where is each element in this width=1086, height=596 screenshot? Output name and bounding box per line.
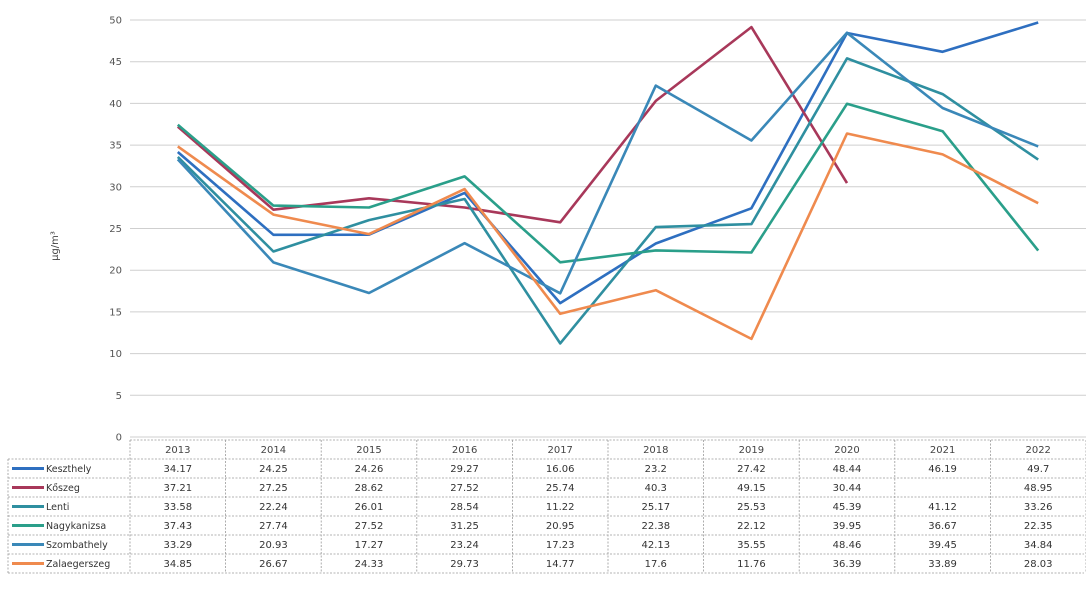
table-cell: 31.25 [450, 521, 479, 532]
table-cell: 39.95 [833, 521, 862, 532]
table-cell: 37.21 [163, 483, 192, 494]
y-tick-label: 50 [109, 16, 122, 27]
series-line-nagykanizsa [176, 102, 1040, 264]
y-tick-label: 15 [109, 307, 122, 318]
x-tick-label: 2013 [165, 445, 190, 456]
legend-entry: Keszthely [46, 464, 92, 475]
table-cell: 26.67 [259, 559, 288, 570]
table-cell: 25.74 [546, 483, 575, 494]
y-tick-label: 5 [116, 391, 122, 402]
table-cell: 33.29 [163, 540, 192, 551]
table-cell: 27.52 [450, 483, 479, 494]
x-tick-label: 2022 [1025, 445, 1050, 456]
table-cell: 36.39 [833, 559, 862, 570]
table-cell: 30.44 [833, 483, 862, 494]
table-cell: 40.3 [645, 483, 667, 494]
table-cell: 33.89 [928, 559, 957, 570]
table-cell: 24.25 [259, 464, 288, 475]
table-cell: 17.23 [546, 540, 575, 551]
table-cell: 35.55 [737, 540, 766, 551]
y-tick-label: 0 [116, 433, 122, 444]
table-cell: 22.12 [737, 521, 766, 532]
series-line-k-szeg [176, 25, 849, 224]
table-cell: 42.13 [641, 540, 670, 551]
legend-entry: Kőszeg [46, 483, 80, 494]
y-tick-label: 45 [109, 57, 122, 68]
table-cell: 46.19 [928, 464, 957, 475]
table-cell: 34.17 [163, 464, 192, 475]
series-line-szombathely [176, 31, 1039, 295]
x-tick-label: 2018 [643, 445, 668, 456]
table-cell: 34.85 [163, 559, 192, 570]
table-cell: 11.22 [546, 502, 575, 513]
table-cell: 33.58 [163, 502, 192, 513]
y-axis-label: µg/m³ [50, 231, 61, 261]
legend-entry: Zalaegerszeg [46, 559, 110, 570]
table-cell: 34.84 [1024, 540, 1053, 551]
table-cell: 25.17 [641, 502, 670, 513]
data-table: 2013 2014 2015 2016 2017 2018 2019 2020 2021 2022… [7, 439, 1086, 574]
x-tick-label: 2020 [834, 445, 859, 456]
table-cell: 20.93 [259, 540, 288, 551]
legend-entry: Szombathely [46, 540, 108, 551]
table-cell: 48.44 [833, 464, 862, 475]
legend-entry: Nagykanizsa [46, 521, 106, 532]
table-cell: 48.46 [833, 540, 862, 551]
table-cell: 37.43 [163, 521, 192, 532]
y-tick-label: 40 [109, 99, 122, 110]
table-cell: 36.67 [928, 521, 957, 532]
table-cell: 20.95 [546, 521, 575, 532]
table-cell: 49.7 [1027, 464, 1049, 475]
x-tick-label: 2015 [356, 445, 381, 456]
table-cell: 11.76 [737, 559, 766, 570]
table-cell: 27.25 [259, 483, 288, 494]
table-cell: 24.26 [355, 464, 384, 475]
table-cell: 26.01 [355, 502, 384, 513]
series-line-lenti [176, 57, 1039, 345]
table-cell: 29.27 [450, 464, 479, 475]
table-cell: 48.95 [1024, 483, 1053, 494]
table-cell: 45.39 [833, 502, 862, 513]
y-tick-label: 35 [109, 141, 122, 152]
x-tick-label: 2019 [739, 445, 764, 456]
table-cell: 24.33 [355, 559, 384, 570]
gridlines [130, 19, 1086, 438]
table-cell: 22.24 [259, 502, 288, 513]
table-cell: 27.74 [259, 521, 288, 532]
y-axis: 0 5 10 15 20 25 30 35 40 45 50 [109, 16, 122, 444]
x-tick-label: 2016 [452, 445, 477, 456]
table-cell: 22.35 [1024, 521, 1053, 532]
y-tick-label: 20 [109, 266, 122, 277]
legend-entry: Lenti [46, 502, 69, 513]
table-cell: 25.53 [737, 502, 766, 513]
x-tick-label: 2014 [261, 445, 286, 456]
series-line-zalaegerszeg [177, 132, 1039, 341]
table-cell: 28.03 [1024, 559, 1053, 570]
x-tick-label: 2017 [547, 445, 572, 456]
table-cell: 27.52 [355, 521, 384, 532]
y-tick-label: 30 [109, 182, 122, 193]
y-tick-label: 25 [109, 224, 122, 235]
table-cell: 17.27 [355, 540, 384, 551]
table-cell: 39.45 [928, 540, 957, 551]
table-cell: 28.54 [450, 502, 479, 513]
x-tick-label: 2021 [930, 445, 955, 456]
table-cell: 33.26 [1024, 502, 1053, 513]
table-cell: 49.15 [737, 483, 766, 494]
y-tick-label: 10 [109, 349, 122, 360]
table-cell: 28.62 [355, 483, 384, 494]
table-cell: 16.06 [546, 464, 575, 475]
table-cell: 23.2 [645, 464, 667, 475]
table-cell: 23.24 [450, 540, 479, 551]
table-cell: 27.42 [737, 464, 766, 475]
series-lines [176, 21, 1040, 345]
table-cell: 41.12 [928, 502, 957, 513]
table-cell: 29.73 [450, 559, 479, 570]
table-cell: 17.6 [645, 559, 667, 570]
table-cell: 14.77 [546, 559, 575, 570]
table-cell: 22.38 [641, 521, 670, 532]
